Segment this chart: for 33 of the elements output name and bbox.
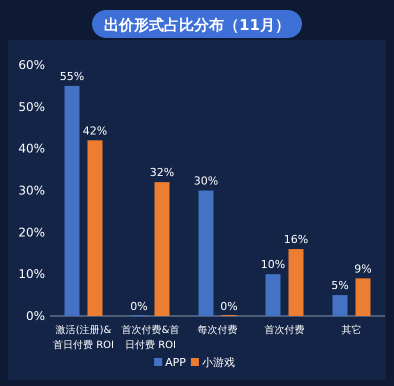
bar: [64, 86, 80, 316]
y-tick-label: 10%: [18, 267, 45, 282]
data-label: 5%: [331, 279, 349, 292]
x-tick-label: 其它: [342, 324, 362, 336]
data-label: 10%: [260, 258, 286, 272]
data-label: 0%: [220, 300, 238, 313]
bar: [356, 278, 370, 316]
bar: [88, 140, 102, 316]
y-tick-label: 60%: [18, 58, 45, 72]
data-label: 55%: [60, 70, 84, 83]
data-label: 9%: [354, 262, 372, 276]
data-label: 0%: [130, 300, 148, 313]
legend-label: APP: [165, 356, 186, 369]
chart-title: 出价形式占比分布（11月）: [104, 16, 290, 34]
data-label: 32%: [150, 166, 174, 180]
bar: [332, 295, 348, 316]
bar: [266, 274, 280, 316]
y-tick-label: 30%: [18, 184, 45, 198]
x-tick-label: 每次付费: [198, 324, 238, 336]
x-tick-label: 首次付费&首日付费 ROI: [122, 324, 180, 351]
x-tick-label: 首次付费: [264, 324, 304, 336]
bar: [198, 190, 214, 316]
data-label: 16%: [284, 233, 308, 246]
y-tick-label: 20%: [18, 225, 45, 240]
y-tick-label: 50%: [18, 100, 45, 114]
bar: [154, 182, 170, 316]
legend-label: 小游戏: [202, 356, 235, 369]
x-tick-label: 激活(注册)&首日付费 ROI: [53, 324, 114, 351]
data-label: 42%: [82, 124, 108, 138]
y-tick-label: 0%: [26, 309, 45, 323]
data-label: 30%: [194, 174, 218, 188]
y-tick-label: 40%: [18, 142, 45, 156]
bar: [288, 249, 304, 316]
